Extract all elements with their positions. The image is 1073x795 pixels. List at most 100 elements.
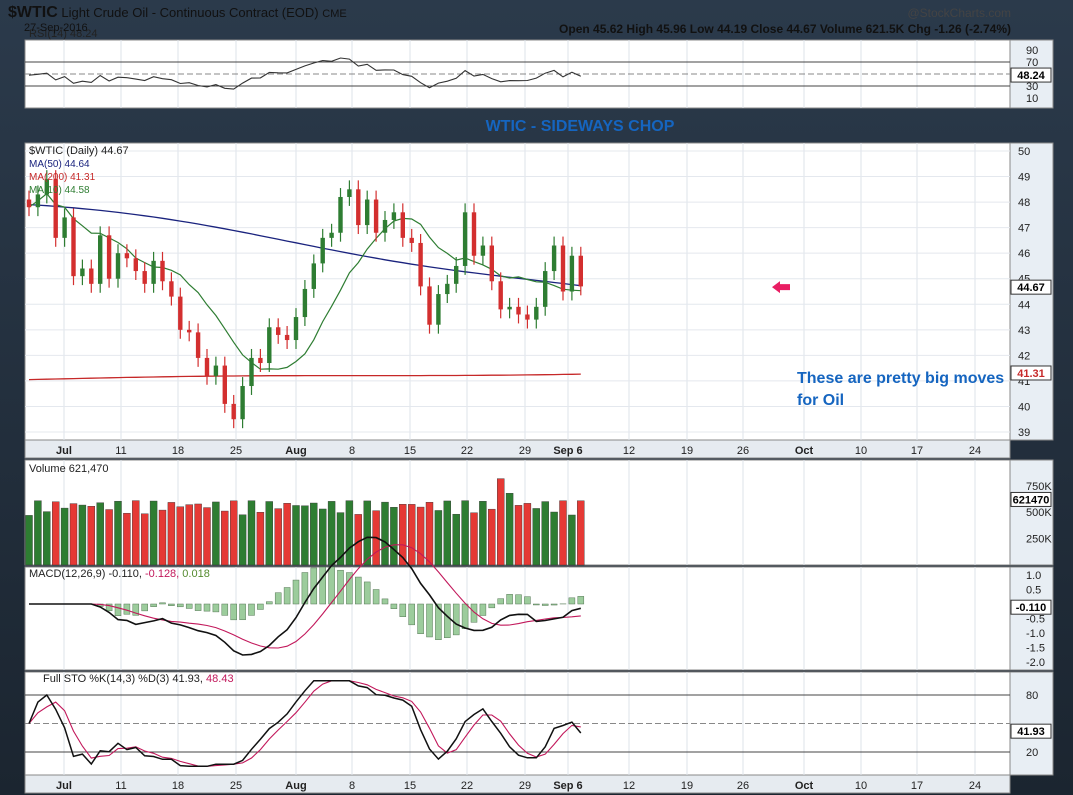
x-tick-label: 26 (737, 780, 749, 792)
macd-signal-line (29, 544, 581, 649)
macd-histogram-bar (221, 603, 229, 616)
volume-bar (69, 503, 78, 566)
price-candle (373, 199, 379, 233)
price-tick-label: 47 (1018, 223, 1030, 235)
volume-bar (479, 501, 487, 566)
volume-bar (149, 500, 158, 566)
macd-histogram-bar (444, 603, 451, 639)
x-tick-label: Jul (56, 445, 72, 457)
price-candle (124, 253, 130, 259)
price-candle (436, 294, 441, 325)
price-candle (551, 245, 557, 272)
volume-bar (43, 511, 51, 566)
macd-histogram-bar (105, 603, 113, 612)
macd-histogram-bar (310, 567, 318, 605)
sto-panel-label: Full STO %K(14,3) %D(3) 41.93, 48.43 (43, 673, 234, 685)
exchange: CME (322, 8, 347, 20)
macd-histogram-bar (150, 603, 157, 607)
price-candle (338, 196, 343, 233)
annotation-note: These are pretty big moves (797, 370, 1004, 387)
volume-tick-label: 250K (1026, 534, 1052, 546)
x-axis-strip (24, 774, 1011, 794)
macd-histogram-bar (417, 603, 424, 635)
description: Light Crude Oil - Continuous Contract (E… (61, 5, 319, 20)
macd-histogram-bar (355, 576, 362, 605)
price-tick-label: 40 (1018, 401, 1030, 413)
macd-histogram-bar (479, 603, 487, 616)
macd-histogram-bar (194, 603, 202, 611)
price-candle (543, 271, 548, 307)
macd-histogram-bar (506, 594, 513, 605)
volume-bar (265, 501, 273, 566)
volume-bar (123, 512, 131, 566)
x-tick-label: Sep 6 (553, 780, 582, 792)
volume-bar (221, 510, 229, 566)
price-candle (427, 286, 432, 325)
price-candle (213, 365, 219, 376)
volume-bar (390, 507, 398, 566)
sto-d-line (28, 680, 581, 767)
macd-histogram-bar (346, 572, 353, 605)
x-tick-label: 22 (461, 445, 473, 457)
macd-histogram-bar (337, 569, 344, 605)
volume-bar (336, 512, 345, 566)
macd-line (29, 536, 582, 656)
price-candle (507, 306, 512, 310)
macd-histogram-bar (141, 603, 148, 612)
volume-bar (461, 500, 469, 566)
price-candle (98, 235, 103, 284)
macd-histogram-bar (248, 603, 255, 616)
price-candle (80, 268, 85, 277)
ma10-line (28, 192, 581, 370)
volume-bar (416, 506, 425, 566)
macd-histogram-bar (399, 603, 407, 617)
macd-histogram-bar (292, 579, 300, 605)
price-panel-label: $WTIC (Daily) 44.67 (29, 145, 129, 157)
x-tick-label: 19 (681, 445, 693, 457)
volume-bar (194, 503, 202, 566)
volume-value-label-box (1010, 491, 1052, 507)
x-tick-label: 17 (911, 445, 923, 457)
macd-histogram-bar (515, 594, 522, 605)
x-tick-label: 12 (623, 780, 635, 792)
price-candle (489, 245, 494, 282)
price-tick-label: 43 (1018, 325, 1030, 337)
x-tick-label: 11 (115, 780, 126, 792)
macd-histogram-bar (461, 603, 469, 629)
x-tick-label: 15 (404, 780, 416, 792)
volume-bar (238, 514, 247, 566)
sto-tick-label: 20 (1026, 747, 1038, 759)
volume-bar (434, 510, 443, 566)
rsi-tick-label: 30 (1026, 81, 1038, 93)
macd-histogram-bar (577, 596, 585, 605)
ma50-line (28, 203, 581, 287)
x-tick-label: Oct (795, 780, 814, 792)
price-candle (302, 288, 308, 318)
macd-histogram-bar (266, 601, 273, 605)
ma200-legend: MA(200) 41.31 (29, 172, 96, 183)
x-tick-label: 29 (519, 780, 531, 792)
rsi-tick-label: 10 (1026, 93, 1038, 105)
rsi-panel-label: RSI(14) 48.24 (29, 28, 97, 40)
price-candle (231, 403, 236, 420)
annotation-note-cont: for Oil (797, 392, 844, 409)
price-candle (26, 199, 32, 208)
macd-histogram-bar (239, 603, 246, 621)
price-candle (445, 283, 450, 295)
volume-bar (399, 504, 407, 566)
volume-bar (132, 500, 140, 566)
macd-histogram-bar (114, 603, 122, 616)
price-candle (258, 357, 263, 364)
price-candle (267, 327, 272, 364)
volume-panel-label: Volume 621,470 (29, 463, 109, 475)
rsi-line (28, 57, 582, 90)
x-tick-label: 24 (969, 780, 981, 792)
macd-histogram-bar (470, 603, 478, 623)
x-tick-label: 29 (519, 445, 531, 457)
macd-histogram-bar (524, 596, 531, 605)
price-tick-label: 46 (1018, 248, 1030, 260)
volume-bar (140, 513, 149, 566)
price-candle (240, 386, 245, 420)
volume-bar (105, 509, 113, 566)
price-candle (347, 189, 352, 197)
